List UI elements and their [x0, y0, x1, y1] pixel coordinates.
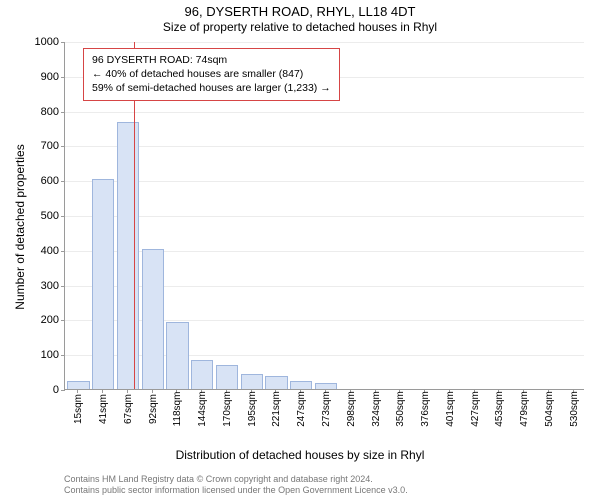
xtick-label: 247sqm [296, 391, 307, 427]
gridline [65, 181, 584, 182]
gridline [65, 112, 584, 113]
xtick-label: 170sqm [222, 391, 233, 427]
bar [92, 179, 114, 389]
bar [216, 365, 238, 389]
xtick-label: 15sqm [73, 394, 84, 424]
bar [67, 381, 89, 389]
xtick-label: 350sqm [395, 391, 406, 427]
xtick-mark [77, 389, 78, 393]
plot-area: 0100200300400500600700800900100015sqm41s… [64, 42, 584, 390]
ytick-label: 900 [25, 71, 65, 83]
xtick-label: 427sqm [470, 391, 481, 427]
xtick-label: 144sqm [197, 391, 208, 427]
attribution-line1: Contains HM Land Registry data © Crown c… [64, 474, 584, 485]
chart-title-line1: 96, DYSERTH ROAD, RHYL, LL18 4DT [0, 4, 600, 19]
xtick-label: 504sqm [544, 391, 555, 427]
xtick-label: 195sqm [247, 391, 258, 427]
annotation-line1: 96 DYSERTH ROAD: 74sqm [92, 53, 331, 67]
attribution-line2: Contains public sector information licen… [64, 485, 584, 496]
annotation-line2: ← 40% of detached houses are smaller (84… [92, 67, 331, 81]
gridline [65, 42, 584, 43]
annotation-box: 96 DYSERTH ROAD: 74sqm ← 40% of detached… [83, 48, 340, 101]
ytick-label: 300 [25, 280, 65, 292]
bar [166, 322, 188, 389]
bar [241, 374, 263, 389]
ytick-label: 600 [25, 175, 65, 187]
xtick-label: 118sqm [172, 392, 183, 427]
xtick-label: 324sqm [371, 391, 382, 427]
gridline [65, 216, 584, 217]
ytick-label: 100 [25, 349, 65, 361]
bar [315, 383, 337, 389]
ytick-label: 1000 [25, 36, 65, 48]
ytick-label: 500 [25, 210, 65, 222]
x-axis-label: Distribution of detached houses by size … [0, 448, 600, 462]
bar [290, 381, 312, 389]
chart-title-line2: Size of property relative to detached ho… [0, 20, 600, 34]
gridline [65, 146, 584, 147]
bar [142, 249, 164, 389]
xtick-label: 92sqm [148, 394, 159, 424]
xtick-label: 273sqm [321, 391, 332, 427]
xtick-label: 453sqm [494, 391, 505, 427]
bar [191, 360, 213, 389]
xtick-label: 298sqm [346, 391, 357, 427]
xtick-label: 479sqm [519, 391, 530, 427]
bar [265, 376, 287, 389]
attribution: Contains HM Land Registry data © Crown c… [64, 474, 584, 497]
xtick-mark [102, 389, 103, 393]
chart-root: { "title_line1": "96, DYSERTH ROAD, RHYL… [0, 0, 600, 500]
xtick-label: 376sqm [420, 391, 431, 427]
ytick-label: 800 [25, 106, 65, 118]
bar [117, 122, 139, 389]
xtick-mark [127, 389, 128, 393]
ytick-label: 700 [25, 140, 65, 152]
annotation-line3: 59% of semi-detached houses are larger (… [92, 81, 331, 95]
xtick-label: 401sqm [445, 391, 456, 427]
xtick-mark [152, 389, 153, 393]
xtick-label: 530sqm [569, 391, 580, 427]
xtick-label: 221sqm [271, 391, 282, 427]
xtick-label: 67sqm [123, 394, 134, 424]
ytick-label: 400 [25, 245, 65, 257]
ytick-label: 0 [25, 384, 65, 396]
xtick-label: 41sqm [98, 394, 109, 424]
ytick-label: 200 [25, 314, 65, 326]
